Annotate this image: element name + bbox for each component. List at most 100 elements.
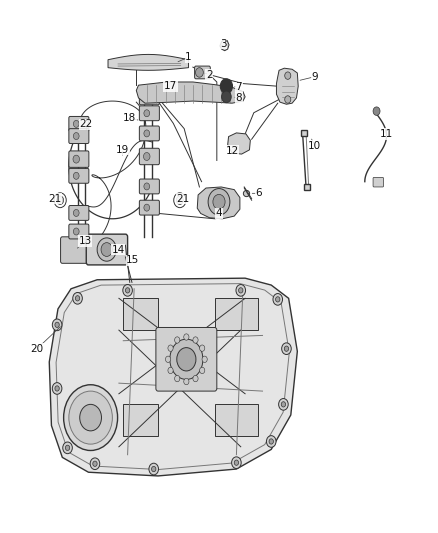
Circle shape [65, 445, 70, 450]
FancyBboxPatch shape [69, 206, 89, 220]
Circle shape [276, 297, 280, 302]
Circle shape [73, 155, 80, 163]
Circle shape [166, 356, 171, 362]
Bar [215, 405, 258, 436]
Circle shape [202, 356, 207, 362]
Circle shape [75, 296, 80, 301]
Circle shape [144, 152, 150, 160]
Circle shape [234, 460, 239, 465]
Text: 20: 20 [31, 344, 44, 354]
Circle shape [57, 196, 64, 205]
Circle shape [236, 285, 246, 296]
FancyBboxPatch shape [194, 66, 210, 79]
Text: 17: 17 [164, 81, 177, 91]
Circle shape [73, 293, 82, 304]
Text: 21: 21 [48, 193, 61, 204]
Circle shape [279, 399, 288, 410]
FancyBboxPatch shape [139, 179, 159, 194]
Circle shape [213, 195, 225, 209]
Text: 3: 3 [220, 39, 226, 49]
Text: 1: 1 [185, 52, 192, 62]
FancyBboxPatch shape [69, 128, 89, 143]
FancyBboxPatch shape [69, 151, 89, 167]
Circle shape [93, 461, 97, 466]
Polygon shape [49, 278, 297, 476]
Circle shape [285, 72, 291, 79]
Bar [123, 405, 158, 436]
Circle shape [285, 96, 291, 103]
Circle shape [177, 348, 196, 371]
Bar [123, 298, 158, 330]
Circle shape [373, 107, 380, 115]
FancyBboxPatch shape [139, 106, 159, 120]
Text: 7: 7 [235, 82, 242, 92]
Circle shape [144, 94, 150, 101]
Circle shape [123, 285, 132, 296]
Circle shape [144, 183, 150, 190]
Circle shape [200, 345, 205, 351]
Text: 9: 9 [311, 71, 318, 82]
FancyBboxPatch shape [86, 234, 127, 265]
Text: 11: 11 [380, 129, 393, 139]
FancyBboxPatch shape [60, 237, 88, 263]
Circle shape [74, 120, 79, 127]
Text: 13: 13 [78, 236, 92, 246]
Text: 6: 6 [256, 188, 262, 198]
Circle shape [74, 209, 79, 216]
Circle shape [55, 386, 59, 391]
Circle shape [170, 339, 203, 379]
Circle shape [269, 439, 273, 444]
Circle shape [239, 288, 243, 293]
Circle shape [64, 385, 117, 450]
Circle shape [144, 204, 150, 211]
Circle shape [149, 463, 159, 475]
Circle shape [63, 442, 72, 454]
Circle shape [101, 243, 113, 256]
Circle shape [284, 346, 289, 351]
Circle shape [55, 322, 59, 327]
Circle shape [200, 367, 205, 374]
Polygon shape [136, 82, 245, 103]
Circle shape [74, 172, 79, 179]
Polygon shape [220, 39, 229, 51]
Text: 2: 2 [206, 70, 213, 79]
Circle shape [152, 466, 156, 472]
FancyBboxPatch shape [139, 90, 159, 105]
Circle shape [273, 294, 283, 305]
Circle shape [208, 189, 230, 215]
FancyBboxPatch shape [69, 168, 89, 183]
Circle shape [125, 288, 130, 293]
FancyBboxPatch shape [156, 327, 217, 391]
Circle shape [144, 110, 150, 117]
Circle shape [266, 435, 276, 447]
Circle shape [184, 334, 189, 340]
Circle shape [193, 337, 198, 343]
Circle shape [168, 345, 173, 351]
Circle shape [177, 196, 184, 205]
Circle shape [281, 402, 286, 407]
Text: 14: 14 [111, 245, 125, 255]
Text: 10: 10 [308, 141, 321, 151]
Circle shape [175, 375, 180, 382]
Circle shape [69, 391, 113, 444]
FancyBboxPatch shape [139, 200, 159, 215]
Circle shape [52, 319, 62, 330]
Text: 4: 4 [215, 208, 223, 219]
Circle shape [220, 79, 233, 94]
Circle shape [144, 130, 150, 137]
Circle shape [90, 458, 100, 470]
Circle shape [80, 405, 102, 431]
Circle shape [232, 457, 241, 469]
Text: 12: 12 [226, 146, 239, 156]
Text: 15: 15 [126, 255, 139, 265]
Text: 19: 19 [116, 145, 129, 155]
Text: 21: 21 [177, 193, 190, 204]
Circle shape [97, 238, 116, 261]
Polygon shape [197, 187, 240, 219]
Circle shape [184, 378, 189, 385]
Polygon shape [108, 54, 188, 70]
Circle shape [282, 343, 291, 354]
FancyBboxPatch shape [69, 224, 89, 239]
Circle shape [74, 133, 79, 140]
FancyBboxPatch shape [69, 116, 89, 131]
